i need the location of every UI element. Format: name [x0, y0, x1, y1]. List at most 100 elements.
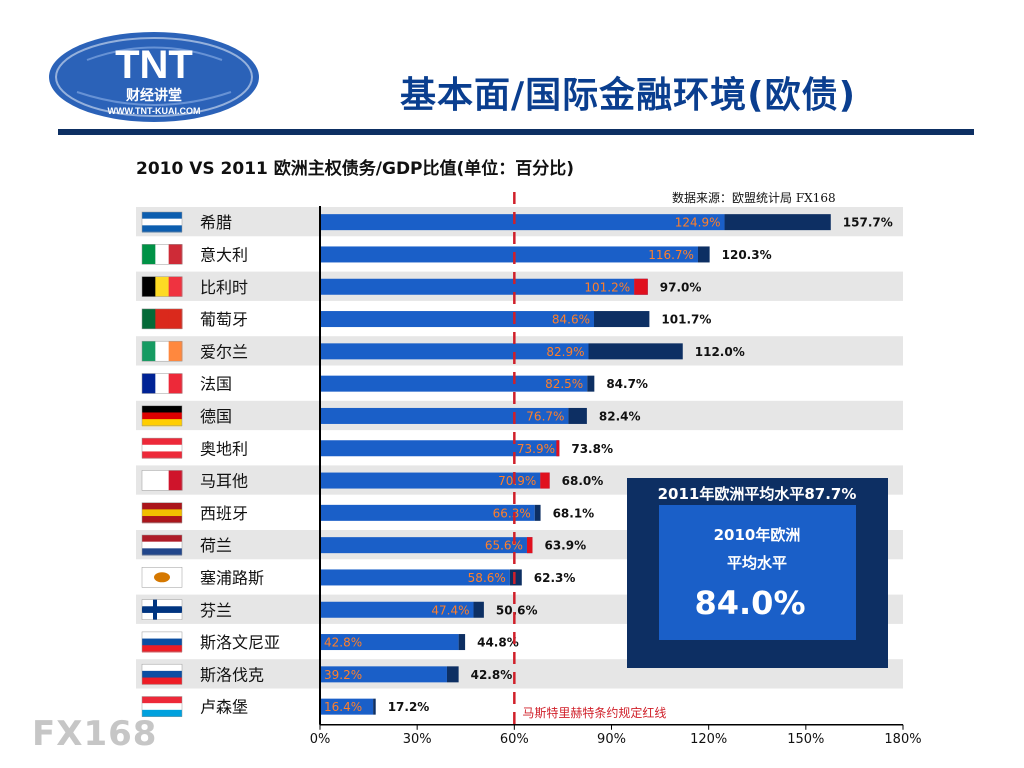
- country-label: 德国: [200, 407, 232, 426]
- bar-2011-decrease: [556, 440, 560, 457]
- flag-icon: [168, 373, 183, 394]
- value-label-2011: 101.7%: [661, 313, 711, 327]
- value-label-2011: 68.1%: [553, 506, 595, 520]
- flag-icon: [142, 438, 182, 446]
- flag-icon: [142, 638, 182, 646]
- value-label-2010: 47.4%: [431, 603, 469, 617]
- flag-icon: [142, 612, 182, 621]
- reference-line-label: 马斯特里赫特条约规定红线: [522, 705, 666, 720]
- flag-icon: [142, 541, 182, 549]
- bar-2011-increase: [534, 504, 541, 521]
- bar-2010: [320, 375, 588, 392]
- flag-icon: [142, 405, 182, 413]
- flag-icon: [142, 548, 182, 556]
- value-label-2011: 17.2%: [388, 700, 430, 714]
- flag-icon: [155, 276, 170, 297]
- chart-source: 数据来源：欧盟统计局 FX168: [672, 191, 836, 205]
- bar-2011-increase: [588, 343, 683, 360]
- country-label: 芬兰: [200, 601, 232, 620]
- logo-subtitle: 财经讲堂: [125, 87, 182, 104]
- flag-icon: [141, 567, 183, 588]
- country-label: 希腊: [200, 213, 232, 232]
- bar-2011-increase: [446, 666, 459, 683]
- flag-icon: [141, 405, 183, 427]
- value-label-2011: 68.0%: [562, 474, 604, 488]
- value-label-2011: 62.3%: [534, 571, 576, 585]
- country-label: 斯洛伐克: [200, 665, 264, 684]
- flag-icon: [142, 703, 182, 711]
- bar-2010: [320, 214, 725, 231]
- value-label-2010: 66.3%: [493, 506, 531, 520]
- x-tick-label: 90%: [597, 732, 626, 747]
- bar-2011-decrease: [526, 537, 533, 554]
- value-label-2011: 82.4%: [599, 409, 641, 423]
- title-divider: [58, 129, 974, 135]
- value-label-2011: 42.8%: [471, 668, 513, 682]
- country-label: 奥地利: [200, 439, 248, 458]
- flag-icon: [142, 607, 182, 612]
- flag-icon: [155, 341, 170, 362]
- value-label-2011: 112.0%: [695, 345, 745, 359]
- flag-icon: [142, 645, 182, 653]
- flag-icon: [141, 470, 183, 491]
- bar-2010: [320, 666, 447, 683]
- value-label-2011: 84.7%: [606, 377, 648, 391]
- x-tick-label: 150%: [787, 732, 824, 747]
- country-label: 卢森堡: [200, 698, 248, 717]
- bar-2011-increase: [587, 375, 595, 392]
- flag-icon: [142, 709, 182, 717]
- value-label-2010: 82.5%: [545, 377, 583, 391]
- value-label-2010: 82.9%: [546, 345, 584, 359]
- value-label-2011: 97.0%: [660, 280, 702, 294]
- flag-icon: [142, 218, 182, 226]
- flag-icon: [141, 211, 183, 233]
- flag-icon: [142, 535, 182, 543]
- bar-2011-increase: [509, 569, 522, 586]
- flag-icon: [141, 534, 183, 556]
- average-2010-box: [659, 505, 856, 640]
- flag-icon: [141, 502, 183, 523]
- flag-icon: [142, 444, 182, 452]
- bar-2010: [320, 343, 589, 360]
- average-2010-value: 84.0%: [694, 584, 805, 622]
- page-title: 基本面/国际金融环境(欧债): [400, 75, 857, 116]
- value-label-2011: 63.9%: [544, 539, 586, 553]
- bar-2010: [320, 634, 459, 651]
- flag-icon: [142, 419, 182, 427]
- bar-2010: [320, 601, 474, 618]
- bar-2010: [320, 569, 510, 586]
- flag-icon: [142, 677, 182, 685]
- flag-icon: [155, 244, 170, 265]
- flag-icon: [142, 451, 182, 459]
- value-label-2010: 73.9%: [517, 442, 555, 456]
- flag-icon: [142, 308, 156, 329]
- flag-icon: [142, 412, 182, 420]
- country-label: 马耳他: [200, 472, 248, 491]
- average-2011-label: 2011年欧洲平均水平87.7%: [658, 485, 857, 503]
- flag-icon: [155, 373, 170, 394]
- bar-2011-increase: [373, 698, 376, 715]
- country-label: 意大利: [200, 245, 248, 264]
- bar-2011-increase: [473, 601, 484, 618]
- value-label-2010: 124.9%: [675, 216, 721, 230]
- value-label-2010: 39.2%: [324, 668, 362, 682]
- bar-2010: [320, 504, 535, 521]
- bar-2011-increase: [594, 311, 650, 328]
- flag-icon: [155, 470, 170, 491]
- flag-icon: [142, 599, 182, 607]
- x-tick-label: 30%: [403, 732, 432, 747]
- flag-icon: [142, 664, 182, 672]
- value-label-2010: 16.4%: [324, 700, 362, 714]
- flag-icon: [168, 244, 183, 265]
- value-label-2010: 70.9%: [498, 474, 536, 488]
- bar-2011-increase: [697, 246, 710, 263]
- flag-icon: [141, 373, 183, 394]
- logo-url: WWW.TNT-KUAI.COM: [108, 106, 201, 116]
- average-2010-label: 平均水平: [727, 554, 787, 572]
- bar-2010: [320, 537, 527, 554]
- value-label-2010: 42.8%: [324, 636, 362, 650]
- value-label-2011: 44.8%: [477, 636, 519, 650]
- x-tick-label: 180%: [884, 732, 921, 747]
- flag-icon: [142, 470, 156, 491]
